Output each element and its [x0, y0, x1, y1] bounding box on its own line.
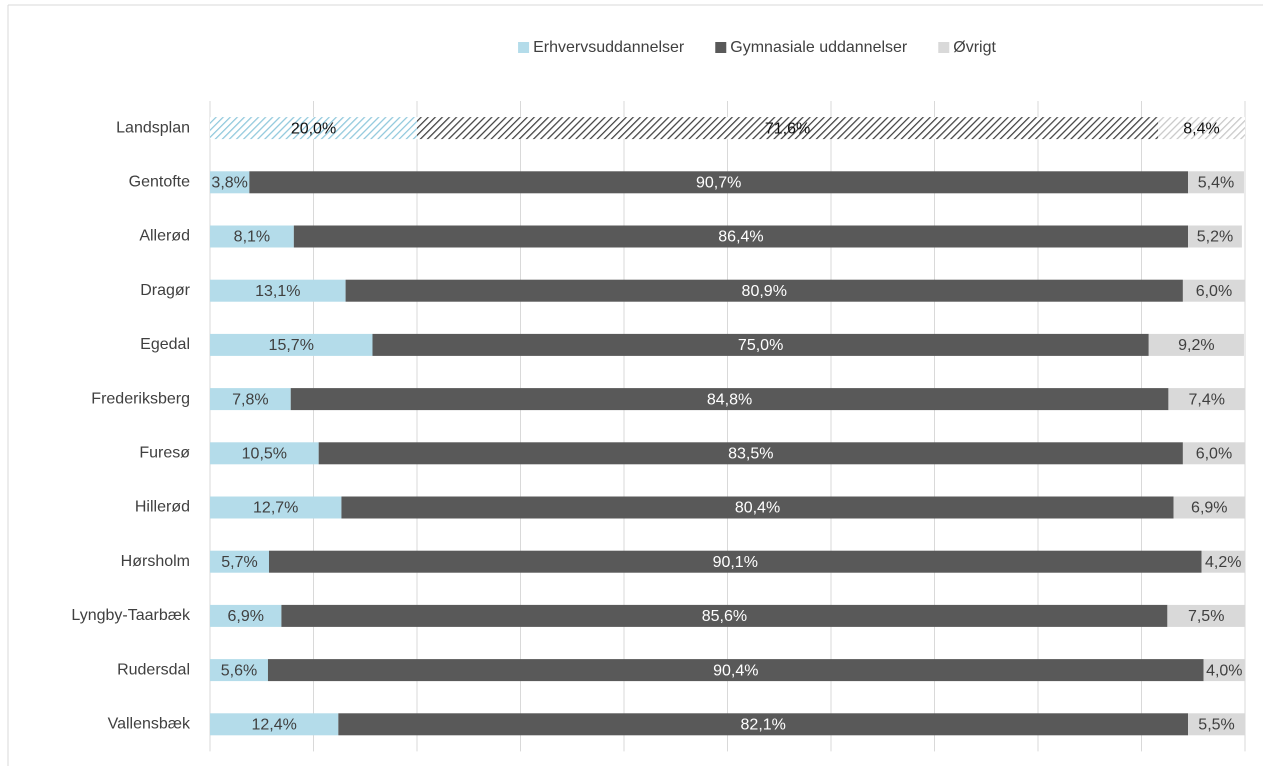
data-label: 80,4%	[735, 500, 780, 517]
bar-segment	[210, 225, 294, 248]
data-label: 86,4%	[718, 229, 763, 246]
bar-segment	[338, 713, 1189, 736]
data-label: 90,7%	[696, 175, 741, 192]
data-label: 4,2%	[1205, 554, 1241, 571]
bar-segment	[267, 659, 1204, 682]
bar-segment	[210, 550, 269, 573]
data-label: 8,1%	[234, 229, 270, 246]
data-label: 10,5%	[242, 446, 287, 463]
data-label: 90,4%	[713, 662, 758, 679]
data-label: 15,7%	[269, 337, 314, 354]
bar-segment	[210, 171, 250, 194]
bar-segment	[210, 279, 346, 302]
legend-label: Erhvervsuddannelser	[533, 39, 685, 56]
data-label: 3,8%	[211, 175, 247, 192]
legend-swatch	[715, 42, 727, 53]
bar-segment	[1188, 171, 1244, 194]
data-label: 8,4%	[1183, 120, 1219, 137]
data-label: 5,2%	[1197, 229, 1233, 246]
bar-segment	[1167, 604, 1245, 627]
bar-segment	[210, 117, 417, 140]
data-label: 5,7%	[221, 554, 257, 571]
data-label: 5,4%	[1198, 175, 1234, 192]
bar-segment	[318, 442, 1183, 465]
data-label: 71,6%	[765, 120, 810, 137]
data-label: 6,9%	[1191, 500, 1227, 517]
bar-segment	[1203, 659, 1245, 682]
bar-segment	[210, 388, 291, 411]
data-label: 12,7%	[253, 500, 298, 517]
bar-segment	[1188, 713, 1245, 736]
data-label: 5,5%	[1198, 717, 1234, 734]
bar-segment	[1182, 442, 1245, 465]
data-label: 7,5%	[1188, 608, 1224, 625]
data-label: 82,1%	[741, 717, 786, 734]
bar-segment	[341, 496, 1174, 519]
bar-segment	[1188, 225, 1242, 248]
legend-label: Gymnasiale uddannelser	[730, 39, 908, 56]
bar-segment	[1168, 388, 1245, 411]
data-label: 12,4%	[251, 717, 296, 734]
data-label: 20,0%	[291, 120, 336, 137]
legend-label: Øvrigt	[953, 39, 996, 56]
data-label: 90,1%	[713, 554, 758, 571]
bar-segment	[1148, 333, 1244, 356]
bar-segment	[417, 117, 1159, 140]
y-tick-label: Rudersdal	[117, 661, 190, 678]
data-label: 13,1%	[255, 283, 300, 300]
y-tick-label: Vallensbæk	[108, 716, 191, 733]
data-label: 7,8%	[232, 391, 268, 408]
y-tick-label: Furesø	[139, 445, 190, 462]
bar-segment	[1201, 550, 1245, 573]
y-tick-label: Allerød	[139, 228, 190, 245]
bar-segment	[372, 333, 1149, 356]
bar-segment	[210, 333, 373, 356]
bar-segment	[1173, 496, 1245, 519]
data-label: 83,5%	[728, 446, 773, 463]
data-label: 5,6%	[221, 662, 257, 679]
y-tick-label: Landsplan	[116, 119, 190, 136]
data-label: 4,0%	[1206, 662, 1242, 679]
bar-segment	[1158, 117, 1245, 140]
y-tick-label: Hørsholm	[121, 553, 190, 570]
data-label: 80,9%	[742, 283, 787, 300]
bar-segment	[210, 604, 282, 627]
y-tick-label: Gentofte	[129, 174, 190, 191]
y-tick-label: Egedal	[140, 336, 190, 353]
y-tick-label: Hillerød	[135, 499, 190, 516]
legend-swatch	[938, 42, 950, 53]
bar-segment	[345, 279, 1183, 302]
bar-segment	[210, 659, 268, 682]
data-label: 84,8%	[707, 391, 752, 408]
data-label: 9,2%	[1178, 337, 1214, 354]
data-label: 85,6%	[702, 608, 747, 625]
data-label: 75,0%	[738, 337, 783, 354]
data-label: 7,4%	[1188, 391, 1224, 408]
bar-segment	[210, 496, 342, 519]
bar-segment	[1182, 279, 1245, 302]
bar-segment	[281, 604, 1168, 627]
bar-segment	[268, 550, 1202, 573]
legend-swatch	[518, 42, 530, 53]
bar-segment	[290, 388, 1169, 411]
bar-segment	[210, 713, 339, 736]
data-label: 6,0%	[1196, 283, 1232, 300]
bar-segment	[210, 442, 319, 465]
y-tick-label: Frederiksberg	[91, 390, 190, 407]
y-tick-label: Dragør	[140, 282, 190, 299]
y-tick-label: Lyngby-Taarbæk	[71, 607, 191, 624]
data-label: 6,9%	[227, 608, 263, 625]
data-label: 6,0%	[1196, 446, 1232, 463]
bar-segment	[293, 225, 1189, 248]
bar-segment	[249, 171, 1189, 194]
